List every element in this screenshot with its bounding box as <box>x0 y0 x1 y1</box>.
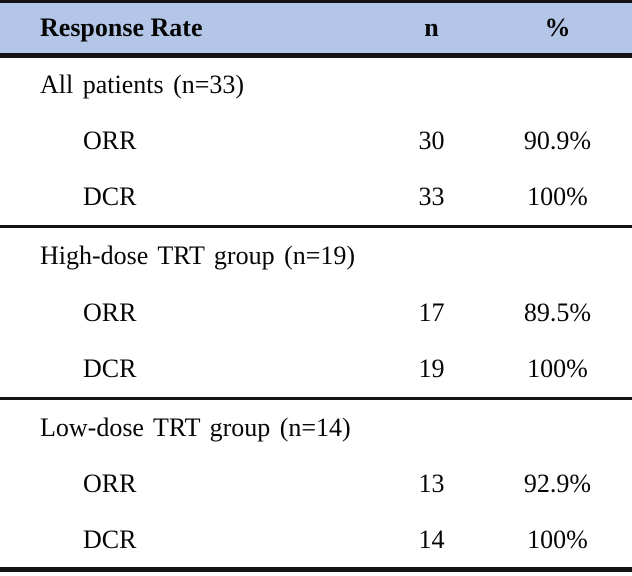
header-response-rate: Response Rate <box>0 1 380 58</box>
table-row-dcr: DCR 19 100% <box>0 341 632 400</box>
section-label: High-dose TRT group (n=19) <box>40 241 356 271</box>
section-label: Low-dose TRT group (n=14) <box>40 412 351 442</box>
header-percent: % <box>483 1 632 58</box>
row-n-value: 13 <box>418 469 445 499</box>
row-label: ORR <box>83 469 137 499</box>
row-n-value: 17 <box>418 297 445 327</box>
section-low-dose: Low-dose TRT group (n=14) <box>0 398 632 456</box>
table-row-orr: ORR 17 89.5% <box>0 284 632 341</box>
row-label: ORR <box>83 126 137 156</box>
table-header-row: Response Rate n % <box>0 1 632 58</box>
row-n-value: 33 <box>380 169 483 229</box>
row-label: DCR <box>0 341 380 400</box>
row-label: DCR <box>0 169 380 229</box>
table-row-dcr: DCR 14 100% <box>0 513 632 570</box>
row-label: ORR <box>83 297 137 327</box>
row-percent-value: 100% <box>483 169 632 229</box>
table-row-dcr: DCR 33 100% <box>0 169 632 229</box>
header-n: n <box>380 1 483 58</box>
row-percent-value: 100% <box>527 524 588 554</box>
row-percent-value: 89.5% <box>523 297 592 327</box>
row-label: DCR <box>83 524 137 554</box>
row-percent-value: 100% <box>483 341 632 400</box>
row-percent-value: 90.9% <box>523 126 592 156</box>
row-n-value: 19 <box>380 341 483 400</box>
section-high-dose: High-dose TRT group (n=19) <box>0 227 632 285</box>
row-percent-value: 92.9% <box>523 469 592 499</box>
section-all-patients: All patients (n=33) <box>0 55 632 113</box>
row-n-value: 30 <box>418 126 445 156</box>
table-row-orr: ORR 13 92.9% <box>0 456 632 513</box>
section-label: All patients (n=33) <box>40 70 245 100</box>
row-n-value: 14 <box>418 524 445 554</box>
table-row-orr: ORR 30 90.9% <box>0 113 632 170</box>
